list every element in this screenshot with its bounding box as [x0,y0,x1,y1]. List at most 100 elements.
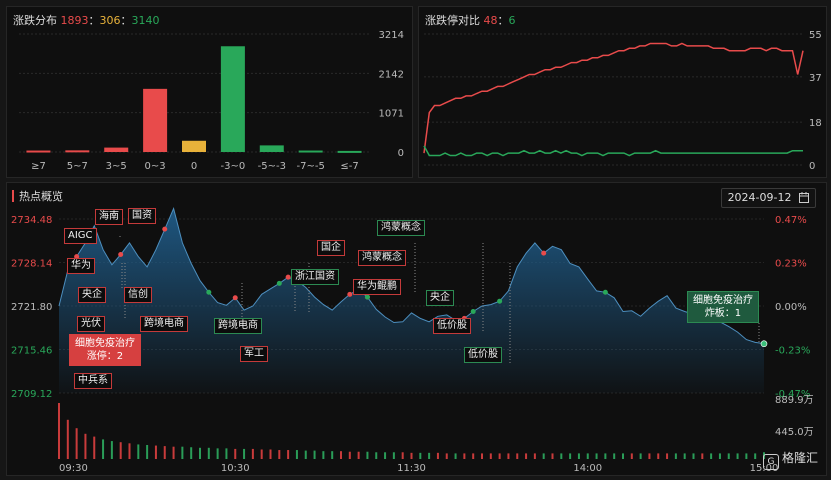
volume-bar [489,453,492,459]
volume-bar [384,452,387,459]
y-tick-label-left: 2715.46 [11,346,52,357]
hot-topic-label[interactable]: 国资 [128,208,156,224]
volume-bar [727,453,730,459]
title-accent-bar [12,190,14,202]
y-tick-label-right: -0.23% [775,346,810,357]
hot-topic-label[interactable]: 华为 [67,258,95,274]
hot-topic-label[interactable]: 海南 [95,209,123,225]
volume-bar [569,453,572,459]
volume-bar [340,451,342,459]
hot-topic-label[interactable]: 低价股 [464,347,502,363]
hot-topic-label[interactable]: 中兵系 [74,373,112,389]
y-tick-label-right: 0.23% [775,259,807,270]
event-dot [347,291,353,297]
box-line: 细胞免疫治疗 [75,338,135,349]
hot-topic-label[interactable]: 低价股 [433,318,471,334]
hot-topic-label[interactable]: 军工 [240,346,268,362]
volume-bar [287,450,290,459]
volume-bar [225,448,228,459]
volume-bar [595,453,598,459]
limit-up-summary-box[interactable]: 细胞免疫治疗 涨停：2 [69,334,141,366]
hot-topic-label[interactable]: 信创 [124,287,152,303]
volume-bar [754,453,757,459]
hot-topic-label[interactable]: 光伏 [77,316,105,332]
date-picker[interactable]: 2024-09-12 [720,188,816,209]
volume-bar [75,428,78,459]
x-tick-label: ≥7 [31,161,46,172]
volume-bar [190,447,193,459]
y-tick-label: 18 [809,118,822,129]
volume-bar [102,439,105,459]
event-dot [118,252,124,258]
distribution-title-text: 涨跌分布 [13,14,57,27]
y-tick-label-right: 0.00% [775,302,807,313]
x-tick-label: 3~5 [106,161,127,172]
hot-topic-label[interactable]: 跨境电商 [214,318,262,334]
volume-bar [516,453,519,459]
volume-bar [172,446,175,459]
volume-bar [66,419,69,459]
event-dot [74,254,80,260]
volume-bar [718,453,721,459]
event-dot [162,226,168,232]
x-tick-label: 5~7 [67,161,88,172]
distribution-title: 涨跌分布 1893：306：3140 [13,12,160,28]
volume-bar [154,445,157,459]
volume-bar [666,453,669,459]
volume-bar [410,452,413,459]
y-tick-label: 0 [398,148,404,159]
volume-bar [674,453,677,459]
event-dot [285,274,291,280]
box-line: 细胞免疫治疗 [693,295,753,306]
hot-topic-label[interactable]: AIGC [64,228,97,244]
x-tick-label: ≤-7 [340,161,358,172]
volume-bar [243,448,246,459]
volume-bar [586,453,589,459]
distribution-chart: 3214 2142 1071 0 ≥7 5~7 3~5 0~3 0 -3~0 -5~-3 -7~-5 ≤… [19,30,404,172]
hot-topic-label[interactable]: 华为鲲鹏 [353,279,401,295]
broken-limit-summary-box[interactable]: 细胞免疫治疗 炸板：1 [687,291,759,323]
volume-bar [428,452,431,459]
volume-bar [357,451,360,459]
bar [143,88,168,152]
bar [298,150,323,153]
distribution-panel: 涨跌分布 1893：306：3140 3214 2142 1071 0 ≥7 5~7 3~5… [6,6,413,178]
bar [104,147,129,152]
calendar-icon[interactable] [799,191,809,209]
volume-bar [278,450,281,459]
volume-bar [401,452,404,459]
hot-topic-label[interactable]: 央企 [426,290,454,306]
event-dot [602,289,608,295]
volume-bar [604,453,607,459]
hot-topic-label[interactable]: 国企 [317,240,345,256]
y-tick-label-left: 2728.14 [11,259,52,270]
hot-topic-label[interactable]: 鸿蒙概念 [377,220,425,236]
hot-topic-label[interactable]: 浙江国资 [291,269,339,285]
x-tick-label: 10:30 [221,463,250,474]
volume-tick-label: 445.0万 [775,427,814,438]
event-dot [232,295,238,301]
volume-bar [525,453,528,459]
price-line [58,207,765,345]
volume-bar [251,448,254,459]
volume-bar [322,451,325,459]
volume-bar [745,453,748,459]
bar [259,145,284,152]
logo-icon: G [762,454,779,470]
volume-bar [551,453,554,459]
volume-bar [269,449,272,459]
x-tick-label: 09:30 [59,463,88,474]
volume-bar [234,448,237,459]
hot-topic-label[interactable]: 鸿蒙概念 [358,250,406,266]
volume-bar [199,447,201,459]
hot-topic-label[interactable]: 跨境电商 [140,316,188,332]
bar [65,150,90,153]
date-value: 2024-09-12 [727,191,792,204]
volume-bar [472,453,475,459]
volume-bar [137,444,140,459]
y-tick-label-left: 2709.12 [11,389,52,400]
volume-bar [454,453,457,459]
hot-topic-label[interactable]: 央企 [78,287,106,303]
limit-up-count: 48 [483,14,498,27]
limit-down-line [423,145,803,157]
